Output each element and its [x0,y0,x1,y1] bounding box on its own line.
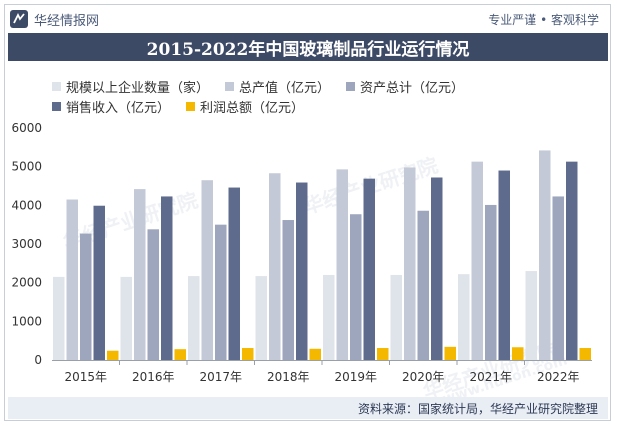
bar-enterprises [458,274,470,360]
source-text: 资料来源：国家统计局，华经产业研究院整理 [357,401,598,416]
chart-title: 2015-2022年中国玻璃制品行业运行情况 [8,33,608,61]
bar-assets [282,220,294,360]
bar-output [66,199,78,360]
bar-profit [174,349,186,360]
legend-row: 销售收入（亿元） 利润总额（亿元） [52,96,592,116]
bar-profit [377,348,389,360]
bar-enterprises [255,276,267,360]
legend-item-enterprises[interactable]: 规模以上企业数量（家） [52,77,209,96]
y-tick-label: 3000 [11,237,42,251]
x-tick-label: 2019年 [334,370,377,384]
bar-profit [107,350,119,360]
bar-output [134,189,146,360]
source-footer: 资料来源：国家统计局，华经产业研究院整理 [8,397,608,419]
bar-output [471,161,483,360]
bar-revenue [431,177,443,360]
bar-enterprises [120,276,132,360]
bar-enterprises [188,276,200,360]
x-tick-label: 2015年 [64,370,107,384]
chart-legend: 规模以上企业数量（家） 总产值（亿元） 资产总计（亿元） 销售收入（亿元） 利润… [52,76,592,116]
legend-swatch [346,81,356,91]
brand[interactable]: 华经情报网 [10,10,99,29]
legend-swatch [52,81,61,91]
bar-profit [512,347,524,360]
legend-swatch [225,81,235,91]
bar-revenue [363,178,375,360]
legend-label: 总产值（亿元） [239,80,331,96]
bar-enterprises [525,271,537,360]
bar-output [269,173,281,360]
bar-assets [417,210,429,360]
bar-assets [350,214,362,360]
brand-logo-icon [10,10,28,28]
bar-profit [579,348,591,360]
y-tick-label: 5000 [11,160,42,174]
legend-label: 销售收入（亿元） [66,100,171,116]
bar-revenue [498,170,510,360]
slogan: 专业严谨 • 客观科学 [488,12,599,27]
bar-assets [147,229,159,360]
bar-output [539,150,551,360]
x-tick-label: 2020年 [402,370,445,384]
y-tick-label: 1000 [11,314,42,328]
legend-item-revenue[interactable]: 销售收入（亿元） [52,97,170,116]
top-bar: 华经情报网 专业严谨 • 客观科学 [10,8,607,30]
bar-revenue [93,205,105,360]
brand-name: 华经情报网 [34,13,100,29]
bar-revenue [566,161,578,360]
legend-label: 资产总计（亿元） [360,80,465,96]
y-tick-label: 0 [34,353,42,367]
x-tick-label: 2018年 [267,370,310,384]
bar-profit [444,346,456,360]
bar-profit [242,348,254,360]
y-tick-label: 4000 [11,198,42,212]
bar-revenue [228,187,240,360]
legend-label: 规模以上企业数量（家） [66,80,210,96]
x-tick-label: 2021年 [469,370,512,384]
bar-enterprises [53,276,65,360]
legend-swatch [186,101,196,111]
y-tick-label: 2000 [11,276,42,290]
y-tick-label: 6000 [11,121,42,135]
bar-revenue [296,182,308,360]
bar-assets [215,224,227,360]
legend-label: 利润总额（亿元） [200,100,305,116]
legend-item-output[interactable]: 总产值（亿元） [225,77,330,96]
x-tick-label: 2022年 [537,370,580,384]
x-tick-label: 2016年 [132,370,175,384]
x-tick-label: 2017年 [199,370,242,384]
bar-assets [552,196,564,360]
bar-revenue [161,196,173,360]
bar-assets [485,204,497,360]
bar-enterprises [323,274,335,360]
bar-enterprises [390,274,402,360]
bar-assets [80,233,92,360]
legend-item-assets[interactable]: 资产总计（亿元） [346,77,464,96]
bar-profit [309,348,321,360]
bar-output [201,180,213,360]
legend-swatch [52,101,61,111]
bar-output [404,167,416,360]
bar-output [336,169,348,360]
legend-item-profit[interactable]: 利润总额（亿元） [186,97,304,116]
legend-row: 规模以上企业数量（家） 总产值（亿元） 资产总计（亿元） [52,76,592,96]
